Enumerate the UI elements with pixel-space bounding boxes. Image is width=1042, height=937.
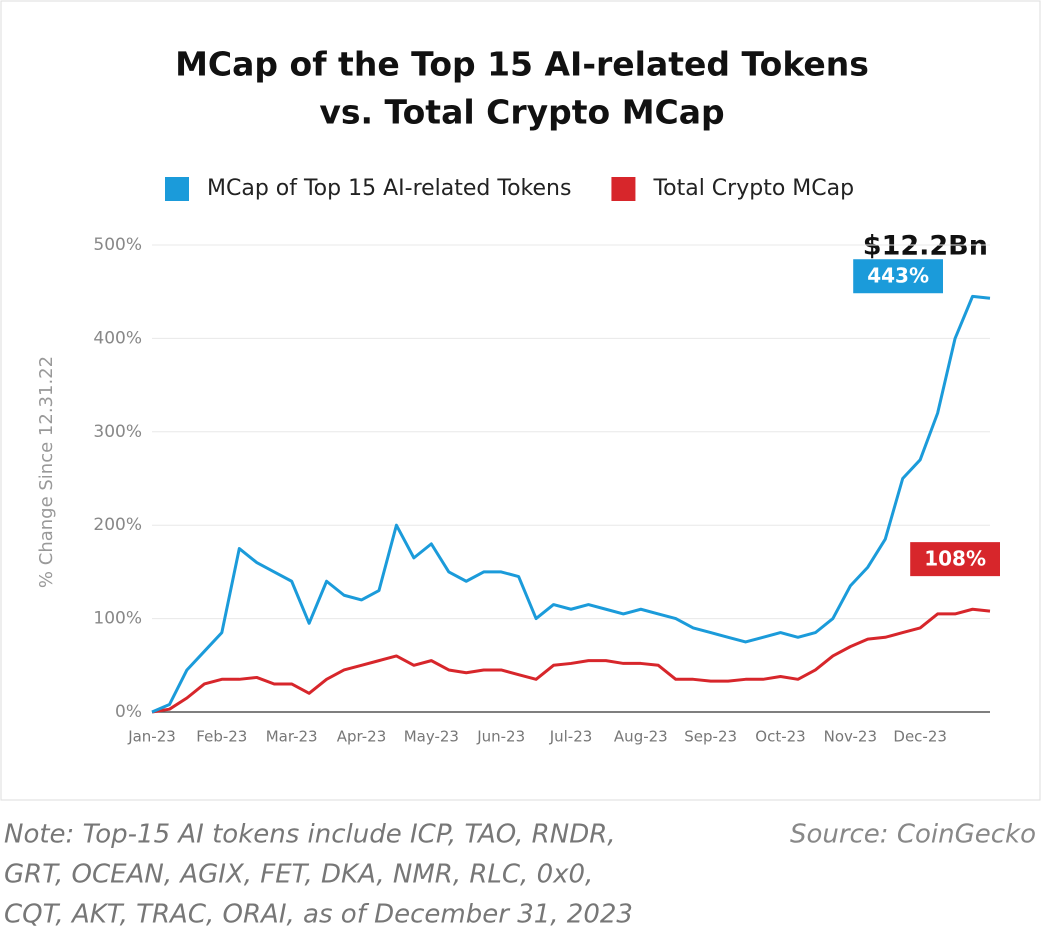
x-tick-label: Jan-23 — [127, 728, 176, 746]
note: CQT, AKT, TRAC, ORAI, as of December 31,… — [4, 900, 633, 930]
note: Note: Top-15 AI tokens include ICP, TAO,… — [4, 820, 616, 850]
x-tick-label: May-23 — [404, 728, 459, 746]
x-tick-label: Mar-23 — [266, 728, 318, 746]
annotation: $12.2Bn — [863, 231, 988, 262]
x-tick-label: Jun-23 — [476, 728, 525, 746]
y-tick-label: 0% — [115, 702, 142, 722]
value-label-box — [853, 259, 943, 294]
source: Source: CoinGecko — [790, 820, 1036, 850]
y-tick-label: 100% — [93, 609, 142, 629]
legend-label: Total Crypto MCap — [652, 176, 854, 201]
series-line — [151, 294, 991, 714]
x-tick-label: Apr-23 — [337, 728, 387, 746]
x-tick-label: Dec-23 — [893, 728, 947, 746]
value-label: 108% — [924, 547, 986, 571]
y-tick-label: 200% — [93, 515, 142, 535]
y-tick-label: 300% — [93, 422, 142, 442]
x-tick-label: Aug-23 — [614, 728, 668, 746]
x-tick-label: Nov-23 — [824, 728, 877, 746]
x-tick-label: Jul-23 — [549, 728, 593, 746]
value-label-box — [910, 542, 1000, 577]
x-tick-label: Sep-23 — [684, 728, 737, 746]
y-tick-label: 400% — [93, 328, 142, 348]
note: GRT, OCEAN, AGIX, FET, DKA, NMR, RLC, 0x… — [4, 860, 593, 890]
legend-label: MCap of Top 15 AI-related Tokens — [207, 176, 571, 201]
value-label: 443% — [867, 264, 929, 288]
y-tick-label: 500% — [93, 235, 142, 255]
x-tick-label: Oct-23 — [755, 728, 805, 746]
series-line — [151, 607, 991, 714]
x-tick-label: Feb-23 — [196, 728, 247, 746]
legend-swatch — [165, 177, 189, 201]
chart-title: vs. Total Crypto MCap — [319, 93, 724, 132]
legend-swatch — [611, 177, 636, 201]
chart-frame — [0, 0, 1041, 801]
chart-title: MCap of the Top 15 AI-related Tokens — [175, 45, 869, 84]
y-axis-label: % Change Since 12.31.22 — [36, 356, 57, 588]
